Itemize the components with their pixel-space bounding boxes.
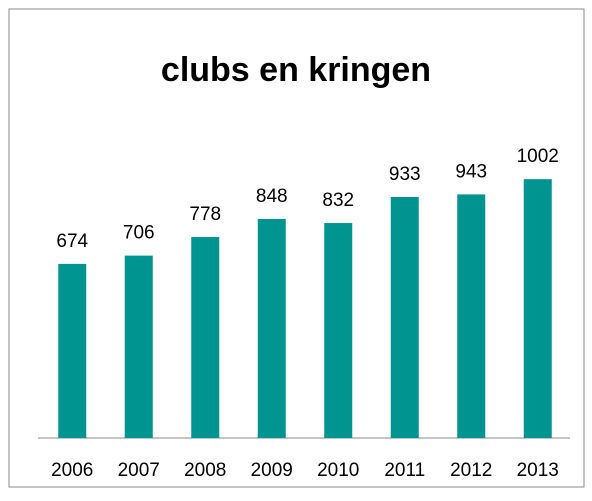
data-label: 778 <box>189 204 221 225</box>
x-tick-label: 2009 <box>251 460 293 481</box>
bar <box>191 237 220 438</box>
bar <box>257 218 286 438</box>
x-tick-label: 2007 <box>118 460 160 481</box>
bar <box>124 255 153 438</box>
bar <box>457 194 486 438</box>
x-tick-label: 2008 <box>184 460 226 481</box>
chart-title: clubs en kringen <box>161 51 431 89</box>
x-tick-label: 2011 <box>384 460 425 481</box>
data-label: 933 <box>389 164 421 185</box>
data-label: 1002 <box>517 146 559 167</box>
bar <box>58 263 87 438</box>
data-label: 848 <box>256 186 288 207</box>
bar <box>324 223 353 438</box>
bar <box>523 179 552 438</box>
x-tick-label: 2013 <box>517 460 559 481</box>
chart-frame <box>8 8 585 488</box>
data-label: 674 <box>56 231 88 252</box>
bar <box>390 196 419 438</box>
data-label: 832 <box>322 190 354 211</box>
x-tick-label: 2010 <box>317 460 359 481</box>
data-label: 943 <box>455 161 487 182</box>
x-tick-label: 2012 <box>450 460 492 481</box>
data-label: 706 <box>123 223 155 244</box>
x-tick-label: 2006 <box>51 460 93 481</box>
